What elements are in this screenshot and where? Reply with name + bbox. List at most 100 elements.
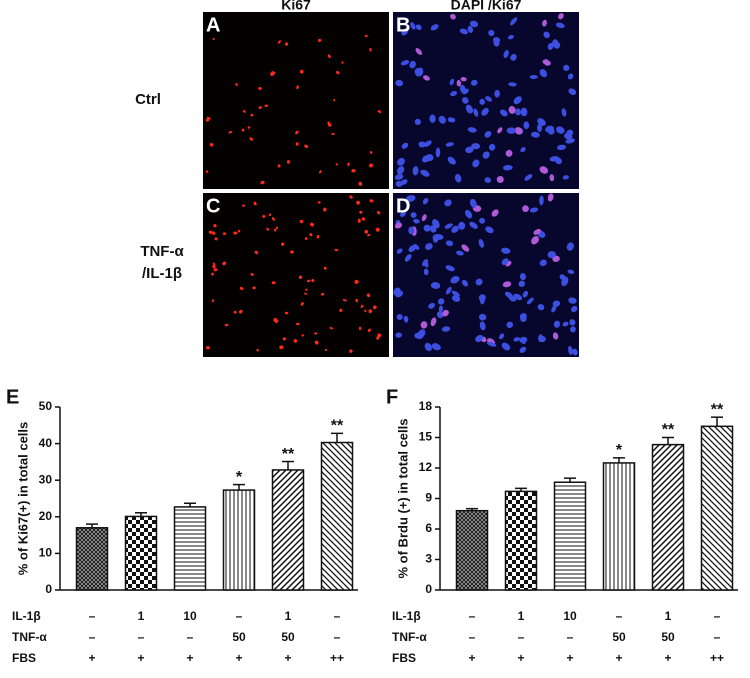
nucleus (349, 349, 353, 353)
nucleus (508, 106, 516, 114)
nucleus (284, 311, 289, 315)
y-tick-label: 50 (39, 399, 53, 413)
nucleus (282, 337, 287, 341)
nucleus (414, 332, 424, 339)
y-axis-label: % of Brdu (+) in total cells (395, 419, 410, 579)
nucleus (486, 341, 497, 347)
nucleus (253, 201, 257, 206)
nucleus (484, 131, 492, 138)
nucleus (233, 310, 237, 314)
significance: ** (282, 446, 295, 463)
nucleus (522, 205, 529, 213)
nucleus (242, 204, 246, 207)
condition-name: FBS (392, 651, 416, 665)
condition-value: – (714, 609, 721, 623)
nucleus (430, 282, 441, 289)
nucleus (470, 198, 477, 208)
nucleus (400, 60, 410, 66)
nucleus (565, 138, 575, 144)
nucleus (572, 348, 578, 356)
nucleus (394, 222, 403, 229)
nucleus (430, 24, 439, 31)
nucleus (451, 225, 459, 233)
nucleus (256, 348, 259, 352)
nucleus (205, 118, 210, 122)
nucleus (212, 231, 216, 235)
condition-value: 10 (183, 609, 197, 623)
nucleus (551, 305, 557, 313)
nucleus (275, 226, 279, 230)
nucleus (478, 238, 485, 248)
significance: ** (662, 422, 675, 439)
nucleus (360, 304, 364, 309)
nucleus (456, 80, 462, 87)
image-b (393, 12, 579, 189)
nucleus (462, 97, 469, 104)
nucleus (469, 221, 478, 229)
condition-value: + (664, 651, 671, 665)
nucleus (369, 47, 372, 52)
nucleus (422, 197, 429, 205)
panel-letter: C (206, 195, 220, 217)
nucleus (272, 217, 275, 221)
nucleus (556, 144, 566, 151)
nucleus (306, 279, 311, 283)
nucleus (318, 38, 322, 42)
nucleus (430, 317, 437, 327)
condition-value: 10 (563, 609, 577, 623)
condition-value: – (518, 630, 525, 644)
condition-value: 50 (232, 630, 246, 644)
bar (271, 469, 305, 591)
nucleus (501, 258, 509, 265)
nucleus (314, 340, 319, 345)
nucleus (309, 233, 313, 237)
nucleus (327, 54, 331, 59)
nucleus (431, 343, 441, 351)
nucleus (475, 278, 483, 286)
nucleus (274, 319, 279, 324)
nucleus (358, 181, 363, 186)
condition-value: + (88, 651, 95, 665)
condition-value: + (566, 651, 573, 665)
nucleus (396, 248, 403, 254)
nucleus (537, 118, 546, 126)
nucleus (222, 232, 227, 235)
nucleus (514, 127, 523, 135)
nucleus (331, 132, 335, 136)
condition-value: – (616, 609, 623, 623)
nucleus (273, 228, 277, 232)
nucleus (323, 266, 327, 270)
nucleus (420, 169, 430, 177)
nucleus (467, 127, 477, 133)
nucleus (233, 231, 238, 235)
nucleus (563, 64, 570, 71)
nucleus (266, 227, 270, 231)
nucleus (239, 286, 244, 291)
nucleus (552, 332, 559, 340)
nucleus (556, 126, 565, 134)
nucleus (394, 174, 404, 180)
nucleus (519, 346, 527, 353)
nucleus (510, 53, 517, 61)
nucleus (373, 305, 377, 310)
nucleus (347, 162, 350, 167)
condition-value: + (137, 651, 144, 665)
nucleus (442, 309, 449, 317)
nucleus (445, 286, 452, 295)
nucleus (435, 147, 441, 158)
nucleus (522, 290, 529, 298)
nucleus (445, 142, 454, 147)
nucleus (482, 151, 490, 159)
nucleus (247, 126, 251, 129)
nucleus (395, 290, 404, 298)
nucleus (502, 281, 512, 288)
bar (700, 425, 734, 591)
nucleus (542, 19, 547, 27)
nucleus (513, 293, 523, 301)
nucleus (547, 251, 556, 259)
condition-value: + (615, 651, 622, 665)
nucleus (471, 143, 481, 150)
nucleus (539, 69, 548, 78)
nucleus (437, 298, 445, 305)
